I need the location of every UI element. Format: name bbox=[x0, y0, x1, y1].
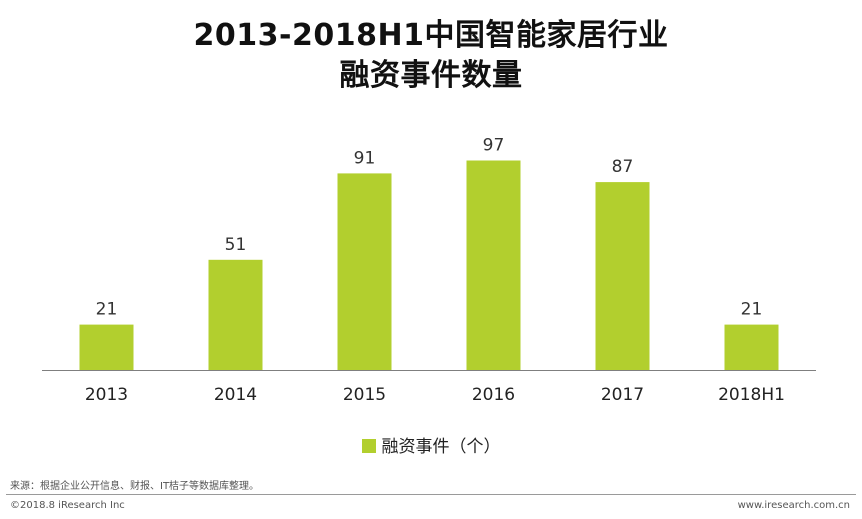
bar-2014 bbox=[208, 259, 263, 370]
value-label-2018H1: 21 bbox=[741, 300, 763, 320]
source-note: 来源：根据企业公开信息、财报、IT桔子等数据库整理。 bbox=[10, 481, 260, 492]
x-tick-labels-group: 2013 2014 2015 2016 2017 2018H1 bbox=[85, 385, 785, 405]
legend-swatch bbox=[361, 439, 376, 453]
bar-2018H1 bbox=[724, 324, 779, 370]
bars-group bbox=[79, 160, 779, 370]
x-tick-label-2015: 2015 bbox=[343, 385, 386, 405]
chart-title-line-2: 融资事件数量 bbox=[339, 58, 523, 93]
bar-2013 bbox=[79, 324, 134, 370]
bar-2016 bbox=[466, 160, 521, 370]
bar-2017 bbox=[595, 182, 650, 370]
x-tick-label-2013: 2013 bbox=[85, 385, 128, 405]
x-tick-label-2014: 2014 bbox=[214, 385, 257, 405]
copyright-text: ©2018.8 iResearch Inc bbox=[10, 500, 125, 511]
x-tick-label-2016: 2016 bbox=[472, 385, 515, 405]
website-text: www.iresearch.com.cn bbox=[737, 500, 850, 511]
value-label-2014: 51 bbox=[225, 235, 247, 255]
value-label-2017: 87 bbox=[612, 157, 634, 177]
bar-2015 bbox=[337, 173, 392, 370]
legend-label: 融资事件（个） bbox=[381, 437, 501, 457]
value-label-2016: 97 bbox=[483, 136, 505, 156]
chart-title: 2013-2018H1中国智能家居行业 融资事件数量 bbox=[0, 16, 862, 96]
x-tick-label-2018H1: 2018H1 bbox=[718, 385, 785, 405]
footer-divider bbox=[6, 494, 856, 495]
value-label-2015: 91 bbox=[354, 148, 376, 168]
x-tick-label-2017: 2017 bbox=[601, 385, 644, 405]
legend: 融资事件（个） bbox=[0, 432, 862, 457]
chart-title-line-1: 2013-2018H1中国智能家居行业 bbox=[193, 18, 669, 53]
value-label-2013: 21 bbox=[96, 300, 118, 320]
value-labels-group: 21 51 91 97 87 21 bbox=[96, 136, 763, 320]
